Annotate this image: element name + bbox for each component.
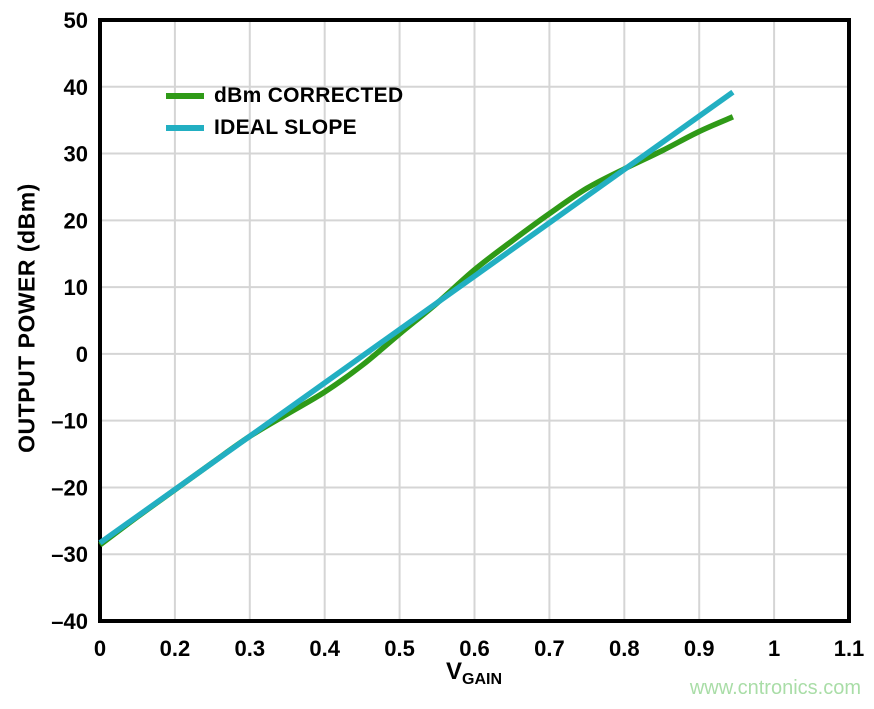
legend-item-corrected: dBm CORRECTED xyxy=(166,83,403,108)
y-tick-label: 20 xyxy=(64,208,88,233)
y-tick-label: –10 xyxy=(51,409,88,434)
corrected-line-swatch-icon xyxy=(166,92,204,99)
ideal-slope-line xyxy=(98,89,735,546)
y-tick-label: –20 xyxy=(51,475,88,500)
x-tick-label: 1 xyxy=(768,636,780,661)
legend-item-ideal: IDEAL SLOPE xyxy=(166,115,403,140)
corrected-line xyxy=(98,114,735,548)
legend-label-corrected: dBm CORRECTED xyxy=(214,83,404,107)
legend: dBm CORRECTED IDEAL SLOPE xyxy=(166,83,403,147)
x-tick-label: 0.4 xyxy=(309,636,340,661)
y-tick-label: 40 xyxy=(64,75,88,100)
plot-border xyxy=(98,18,851,623)
x-tick-label: 0.8 xyxy=(609,636,640,661)
y-tick-label: 30 xyxy=(64,142,88,167)
y-tick-label: 10 xyxy=(64,275,88,300)
y-tick-label: –40 xyxy=(51,609,88,634)
y-tick-label: 50 xyxy=(64,8,88,33)
x-tick-label: 0 xyxy=(94,636,106,661)
y-tick-label: 0 xyxy=(76,342,88,367)
x-tick-label: 0.3 xyxy=(235,636,266,661)
legend-label-ideal: IDEAL SLOPE xyxy=(214,115,357,139)
x-tick-label: 0.5 xyxy=(384,636,415,661)
x-tick-label: 0.7 xyxy=(534,636,565,661)
watermark: www.cntronics.com xyxy=(689,677,861,699)
x-axis-title-main: V xyxy=(445,658,463,685)
ideal-line-swatch-icon xyxy=(166,124,204,131)
x-tick-label: 1.1 xyxy=(834,636,865,661)
x-axis-title-subscript: GAIN xyxy=(462,671,503,688)
y-axis-title: OUTPUT POWER (dBm) xyxy=(13,183,40,453)
y-tick-label: –30 xyxy=(51,542,88,567)
x-axis-title: VGAIN xyxy=(445,658,503,688)
x-tick-label: 0.9 xyxy=(684,636,715,661)
x-tick-label: 0.6 xyxy=(459,636,490,661)
x-tick-label: 0.2 xyxy=(160,636,191,661)
